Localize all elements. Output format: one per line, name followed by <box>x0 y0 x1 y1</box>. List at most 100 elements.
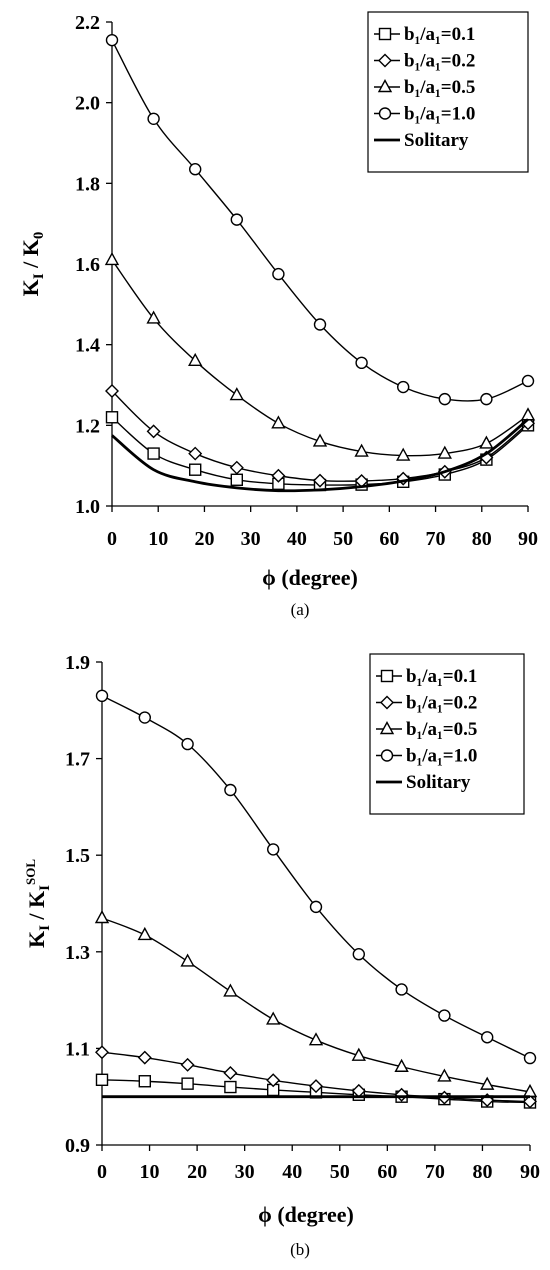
marker-circle-10 <box>521 374 535 388</box>
marker-circle-9 <box>481 1031 494 1044</box>
marker-circle-3 <box>230 213 244 226</box>
x-tick-label: 80 <box>472 1161 492 1183</box>
x-tick-label: 70 <box>425 1161 445 1183</box>
marker-circle-7 <box>395 983 408 996</box>
marker-circle-legend <box>378 107 392 120</box>
marker-square-2 <box>181 1077 194 1090</box>
chart-b: 0.9 1.1 1.3 1.5 1.7 1.9 0 10 20 30 40 50 60 70 80 90 ϕ (… <box>23 652 540 1259</box>
marker-triangle-0 <box>94 910 110 924</box>
y-tick-label: 1.7 <box>65 749 90 771</box>
y-tick-label: 1.4 <box>75 335 100 357</box>
x-tick-label: 70 <box>426 528 446 550</box>
marker-circle-7 <box>397 380 410 394</box>
legend-label: Solitary <box>406 772 471 793</box>
legend-box <box>367 11 529 173</box>
marker-triangle-3 <box>229 387 244 401</box>
y-label-main: K <box>18 279 43 296</box>
marker-square-legend <box>380 669 394 683</box>
x-tick-label: 30 <box>235 1161 255 1183</box>
marker-diamond-3 <box>223 1066 238 1081</box>
marker-circle-1 <box>147 112 160 126</box>
x-tick-label: 60 <box>377 1161 397 1183</box>
legend: b₁/a₁=0.1 b₁/a₁=0.2 b₁/a₁=0.5 b₁/a₁=1.0 Soli… <box>367 11 529 173</box>
x-tick-label: 0 <box>107 528 117 550</box>
marker-triangle-4 <box>266 1011 281 1025</box>
marker-circle-5 <box>309 900 323 914</box>
marker-circle-10 <box>523 1051 537 1065</box>
y-tick-label: 1.2 <box>75 415 100 437</box>
series-line <box>111 418 529 493</box>
series-line <box>111 39 529 402</box>
marker-triangle-4 <box>271 415 286 429</box>
marker-triangle-6 <box>354 443 369 457</box>
y-tick-label: 1.5 <box>65 845 90 867</box>
y-tick-label: 2.0 <box>75 93 100 115</box>
y-tick-label: 1.0 <box>75 496 100 518</box>
series-triangle <box>94 910 538 1098</box>
marker-triangle-5 <box>312 433 328 447</box>
marker-diamond-4 <box>271 468 286 483</box>
x-tick-label: 90 <box>520 1161 540 1183</box>
marker-square-1 <box>147 447 160 460</box>
marker-circle-legend <box>380 749 394 762</box>
x-tick-label: 90 <box>518 528 538 550</box>
legend-label: b₁/a₁=0.2 <box>404 51 475 72</box>
y-axis-label: KI / KISOL <box>23 859 53 948</box>
marker-diamond-2 <box>188 446 203 461</box>
marker-circle-5 <box>313 318 327 331</box>
x-tick-label: 50 <box>330 1161 350 1183</box>
marker-circle-8 <box>438 392 451 406</box>
marker-diamond-5 <box>313 473 327 488</box>
marker-circle-0 <box>105 33 119 47</box>
marker-triangle-0 <box>104 252 120 266</box>
marker-diamond-2 <box>180 1057 195 1072</box>
marker-diamond-5 <box>309 1079 323 1094</box>
marker-triangle-1 <box>137 926 152 941</box>
marker-square-2 <box>188 463 202 476</box>
x-tick-label: 30 <box>241 528 261 550</box>
x-axis-label: ϕ (degree) <box>258 1202 354 1227</box>
y-label-mid: / K <box>24 891 49 925</box>
series-circle <box>95 689 537 1065</box>
marker-triangle-legend <box>379 721 395 735</box>
marker-triangle-8 <box>437 1068 452 1082</box>
marker-triangle-5 <box>308 1032 324 1046</box>
marker-square-3 <box>224 1080 237 1094</box>
marker-triangle-legend <box>377 79 393 93</box>
marker-triangle-2 <box>180 953 195 967</box>
legend-label: b₁/a₁=0.5 <box>404 77 475 98</box>
x-tick-label: 20 <box>194 528 214 550</box>
legend: b₁/a₁=0.1 b₁/a₁=0.2 b₁/a₁=0.5 b₁/a₁=1.0 Soli… <box>369 653 525 815</box>
x-tick-label: 10 <box>140 1161 160 1183</box>
x-tick-label: 0 <box>97 1161 107 1183</box>
marker-triangle-6 <box>351 1047 366 1061</box>
y-tick-label: 0.9 <box>65 1135 90 1157</box>
marker-circle-6 <box>355 356 368 370</box>
marker-diamond-legend <box>380 695 394 710</box>
y-label-main: K <box>24 931 49 948</box>
marker-square-3 <box>230 473 244 486</box>
marker-triangle-10 <box>520 407 536 421</box>
y-tick-label: 1.6 <box>75 254 100 276</box>
y-tick-label: 2.2 <box>75 12 100 34</box>
x-tick-label: 10 <box>148 528 168 550</box>
legend-label: b₁/a₁=0.2 <box>406 693 477 714</box>
series-circle <box>105 33 535 406</box>
chart-a: 1.0 1.2 1.4 1.6 1.8 2.0 2.2 0 10 20 30 40 50 60 70 80 90… <box>18 11 538 619</box>
marker-triangle-2 <box>188 352 203 366</box>
marker-circle-0 <box>95 689 109 703</box>
x-tick-label: 60 <box>379 528 399 550</box>
marker-square-1 <box>138 1075 152 1088</box>
y-label-sub: I <box>37 925 53 931</box>
y-label-mid: / K <box>18 239 43 273</box>
marker-circle-4 <box>267 843 280 856</box>
chart-caption: (a) <box>291 600 310 619</box>
marker-triangle-1 <box>146 310 161 324</box>
marker-diamond-1 <box>137 1050 152 1065</box>
legend-label: b₁/a₁=0.1 <box>406 666 477 687</box>
marker-triangle-7 <box>396 447 411 461</box>
marker-circle-9 <box>480 392 493 406</box>
y-label-sub: I <box>31 273 47 279</box>
x-tick-label: 20 <box>187 1161 207 1183</box>
